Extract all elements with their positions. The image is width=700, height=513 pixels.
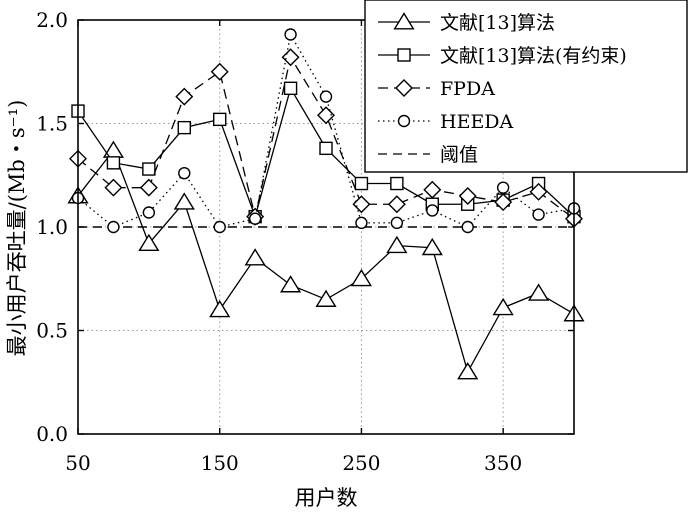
- y-tick-label: 0.0: [36, 422, 68, 446]
- triangle-marker: [393, 12, 415, 30]
- series-circle: [71, 28, 581, 234]
- diamond-marker: [104, 178, 123, 197]
- diamond-marker: [317, 106, 335, 125]
- triangle-marker: [421, 237, 443, 256]
- legend-item: 文献[13]算法: [378, 12, 555, 34]
- y-tick-label: 2.0: [36, 8, 68, 32]
- triangle-marker: [457, 362, 479, 380]
- triangle-marker: [173, 192, 195, 210]
- x-tick-label: 250: [342, 451, 380, 475]
- y-tick-label: 1.0: [36, 215, 68, 239]
- triangle-marker: [386, 235, 408, 254]
- diamond-marker: [139, 178, 158, 197]
- square-marker: [283, 81, 298, 96]
- circle-marker: [178, 166, 191, 180]
- diamond-marker: [423, 180, 442, 199]
- legend-label: 阈值: [440, 144, 478, 166]
- circle-marker: [213, 220, 226, 234]
- circle-marker: [397, 114, 411, 128]
- x-tick-label: 350: [484, 451, 522, 475]
- ticks: 0.0 0.5 1.0 1.5 2.0 50 150 250 350: [36, 8, 574, 475]
- circle-marker: [284, 28, 297, 41]
- triangle-marker: [315, 289, 337, 307]
- square-marker: [177, 120, 191, 135]
- legend-item: 文献[13]算法(有约束): [378, 45, 627, 67]
- circle-marker: [461, 220, 474, 234]
- series-layer: [67, 28, 585, 380]
- series-triangle: [67, 140, 585, 380]
- y-tick-label: 1.5: [36, 112, 68, 136]
- legend-item: 阈值: [378, 144, 478, 166]
- diamond-marker: [529, 182, 548, 201]
- triangle-marker: [492, 297, 514, 316]
- circle-marker: [496, 181, 510, 194]
- legend-item: HEEDA: [378, 111, 514, 133]
- circle-marker: [107, 220, 120, 234]
- square-marker: [142, 162, 156, 176]
- legend-item: FPDA: [378, 78, 495, 100]
- circle-marker: [142, 206, 156, 219]
- diamond-marker: [175, 87, 194, 106]
- diamond-marker: [458, 186, 477, 205]
- legend-label: FPDA: [440, 78, 495, 100]
- triangle-marker: [527, 283, 550, 301]
- legend-label: 文献[13]算法: [440, 12, 555, 34]
- x-axis-label: 用户数: [295, 486, 358, 510]
- legend-label: 文献[13]算法(有约束): [440, 45, 627, 67]
- square-marker: [397, 48, 411, 62]
- circle-marker: [248, 212, 262, 225]
- legend-label: HEEDA: [440, 111, 514, 133]
- triangle-marker: [279, 275, 302, 293]
- diamond-marker: [352, 195, 371, 214]
- circle-marker: [355, 216, 368, 230]
- square-marker: [390, 176, 404, 191]
- triangle-marker: [350, 268, 373, 287]
- circle-marker: [319, 90, 333, 103]
- circle-marker: [426, 204, 439, 217]
- legend-box: [364, 0, 688, 173]
- triangle-marker: [244, 248, 266, 266]
- diamond-marker: [494, 193, 513, 212]
- diamond-marker: [387, 195, 406, 214]
- circle-marker: [532, 208, 545, 221]
- diamond-marker: [395, 79, 413, 97]
- circle-marker: [390, 216, 404, 230]
- diamond-marker: [210, 62, 229, 81]
- y-axis-label: 最小用户吞吐量/(Mb・s⁻¹): [5, 100, 29, 357]
- square-marker: [106, 156, 121, 170]
- square-marker: [354, 176, 369, 191]
- square-marker: [213, 112, 227, 127]
- triangle-marker: [138, 233, 160, 252]
- triangle-marker: [102, 140, 125, 158]
- square-marker: [319, 141, 333, 156]
- x-tick-label: 150: [201, 451, 239, 475]
- triangle-marker: [209, 299, 231, 318]
- series-line: [77, 32, 575, 228]
- y-tick-label: 0.5: [36, 319, 68, 343]
- x-tick-label: 50: [65, 451, 90, 475]
